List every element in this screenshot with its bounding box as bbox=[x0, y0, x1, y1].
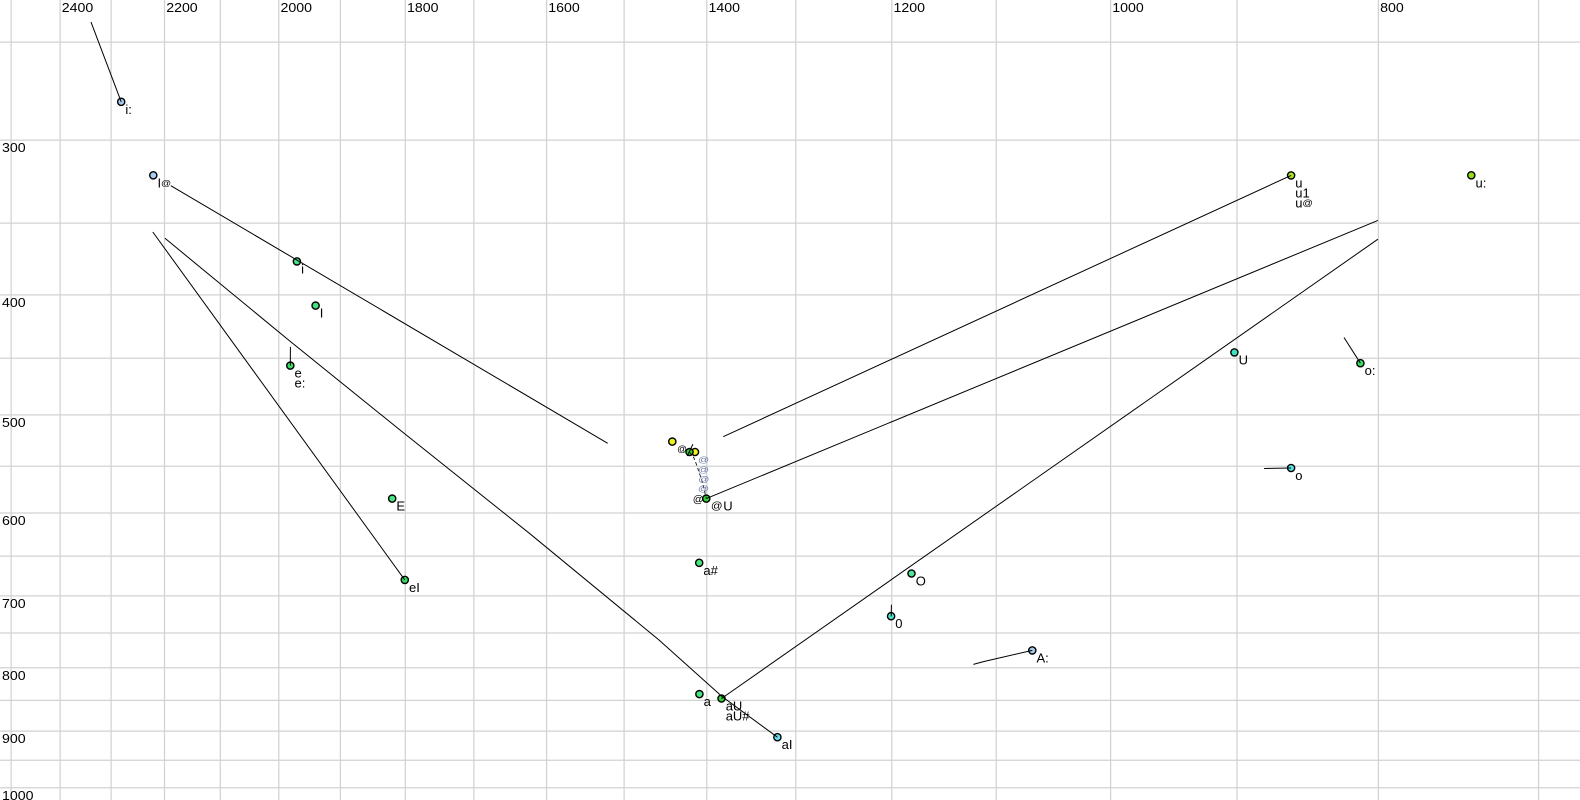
svg-text:aU: aU bbox=[726, 699, 743, 714]
svg-text:aU#: aU# bbox=[726, 709, 751, 724]
svg-text:@: @ bbox=[1302, 199, 1313, 209]
svg-text:@: @ bbox=[161, 179, 171, 188]
svg-text:@: @ bbox=[677, 444, 687, 454]
svg-text:u: u bbox=[1295, 175, 1302, 190]
svg-text:900: 900 bbox=[2, 732, 26, 746]
svg-text:o: o bbox=[1295, 468, 1302, 483]
svg-text:2000: 2000 bbox=[281, 1, 313, 15]
svg-text:300: 300 bbox=[2, 141, 26, 155]
svg-text:@: @ bbox=[698, 485, 709, 494]
svg-text:1000: 1000 bbox=[2, 788, 34, 800]
svg-text:E: E bbox=[396, 499, 405, 514]
svg-text:i: i bbox=[301, 261, 304, 276]
svg-text:1400: 1400 bbox=[709, 1, 741, 15]
svg-text:800: 800 bbox=[2, 668, 26, 682]
svg-text:2200: 2200 bbox=[166, 1, 198, 15]
svg-text:600: 600 bbox=[2, 514, 26, 528]
svg-text:@: @ bbox=[698, 456, 709, 465]
svg-text:a: a bbox=[704, 694, 712, 709]
svg-text:@: @ bbox=[698, 466, 709, 475]
svg-text:2400: 2400 bbox=[62, 1, 94, 15]
svg-text:A:: A: bbox=[1037, 650, 1049, 665]
svg-text:e:: e: bbox=[295, 376, 306, 391]
svg-text:1600: 1600 bbox=[548, 1, 580, 15]
svg-text:aI: aI bbox=[782, 737, 793, 752]
svg-text:1200: 1200 bbox=[894, 1, 926, 15]
svg-text:0: 0 bbox=[895, 616, 902, 631]
svg-text:U: U bbox=[723, 499, 732, 514]
svg-text:I: I bbox=[320, 306, 324, 321]
svg-text:@: @ bbox=[698, 475, 709, 484]
svg-text:u:: u: bbox=[1476, 175, 1487, 190]
svg-text:i:: i: bbox=[125, 102, 131, 117]
svg-text:eI: eI bbox=[409, 580, 420, 595]
svg-text:I: I bbox=[158, 175, 162, 190]
svg-text:@: @ bbox=[711, 501, 723, 512]
svg-text:u1: u1 bbox=[1295, 185, 1309, 200]
svg-text:800: 800 bbox=[1380, 1, 1404, 15]
svg-text:U: U bbox=[1239, 352, 1248, 367]
svg-text:1800: 1800 bbox=[407, 1, 439, 15]
svg-text:a#: a# bbox=[703, 563, 718, 578]
svg-text:O: O bbox=[916, 574, 926, 589]
svg-text:e: e bbox=[295, 366, 302, 381]
svg-text:o:: o: bbox=[1365, 363, 1376, 378]
svg-text:1000: 1000 bbox=[1112, 1, 1144, 15]
svg-text:700: 700 bbox=[2, 597, 26, 611]
svg-text:@: @ bbox=[693, 495, 704, 506]
svg-text:500: 500 bbox=[2, 416, 26, 430]
svg-text:u: u bbox=[1295, 195, 1302, 210]
svg-text:400: 400 bbox=[2, 296, 26, 310]
